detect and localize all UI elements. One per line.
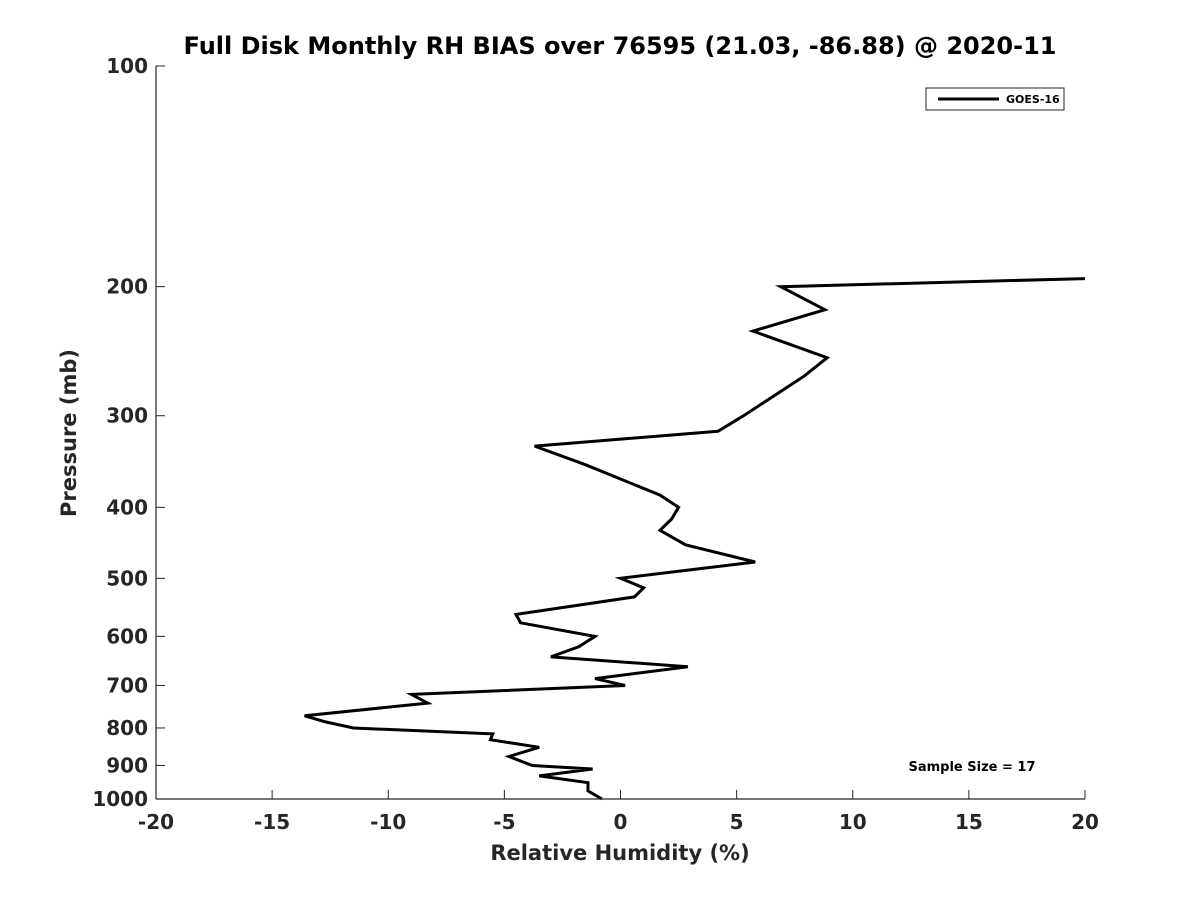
chart-title: Full Disk Monthly RH BIAS over 76595 (21… <box>184 32 1057 60</box>
x-axis-ticks: -20 -15 -10 -5 0 5 10 15 20 <box>138 790 1099 834</box>
axes-lines <box>155 66 1085 800</box>
x-tick-label: 5 <box>730 810 744 834</box>
y-tick-label: 1000 <box>92 787 148 811</box>
x-tick-label: -15 <box>254 810 290 834</box>
y-tick-label: 500 <box>106 566 148 590</box>
x-tick-label: 10 <box>839 810 867 834</box>
series-line-goes-16 <box>304 277 1086 801</box>
y-tick-label: 700 <box>106 673 148 697</box>
y-axis-label: Pressure (mb) <box>57 349 81 517</box>
legend: GOES-16 <box>925 87 1065 111</box>
y-tick-label: 400 <box>106 495 148 519</box>
x-tick-label: 0 <box>614 810 628 834</box>
legend-label-goes-16: GOES-16 <box>1006 93 1060 106</box>
x-tick-label: -10 <box>370 810 406 834</box>
y-tick-label: 900 <box>106 753 148 777</box>
y-tick-label: 600 <box>106 624 148 648</box>
x-tick-label: 15 <box>955 810 983 834</box>
y-tick-label: 800 <box>106 716 148 740</box>
sample-size-annotation: Sample Size = 17 <box>908 760 1035 775</box>
y-tick-label: 300 <box>106 404 148 428</box>
plot-area <box>304 277 1086 801</box>
y-tick-label: 100 <box>106 54 148 78</box>
y-tick-label: 200 <box>106 275 148 299</box>
x-tick-label: 20 <box>1071 810 1099 834</box>
x-tick-label: -5 <box>493 810 515 834</box>
x-tick-label: -20 <box>138 810 174 834</box>
x-axis-label: Relative Humidity (%) <box>490 841 749 865</box>
y-axis-ticks: 100 200 300 400 500 600 700 800 900 1000 <box>92 54 165 811</box>
